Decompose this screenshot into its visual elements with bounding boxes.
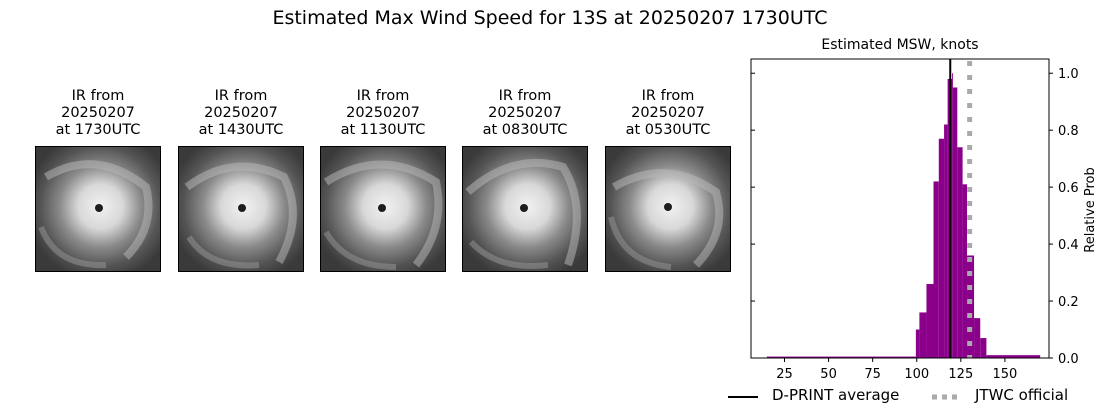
y-tick-label: 0.4 bbox=[1058, 238, 1079, 253]
histogram-bars bbox=[766, 73, 1041, 358]
x-tick-label: 25 bbox=[776, 367, 793, 382]
histogram-bar bbox=[938, 138, 945, 358]
ir-satellite-image bbox=[35, 146, 161, 272]
ir-satellite-image bbox=[605, 146, 731, 272]
histogram-title: Estimated MSW, knots bbox=[821, 37, 979, 53]
x-tick-label: 125 bbox=[948, 367, 973, 382]
histogram-bar bbox=[926, 283, 934, 358]
histogram-bar bbox=[915, 329, 920, 358]
x-tick-label: 100 bbox=[904, 367, 929, 382]
y-tick-label: 0.2 bbox=[1058, 295, 1079, 310]
ir-panel-5: IR from 20250207 at 0530UTC bbox=[605, 88, 731, 272]
ir-panel-1: IR from 20250207 at 1730UTC bbox=[35, 88, 161, 272]
ir-panel-title: IR from 20250207 at 1430UTC bbox=[198, 88, 284, 138]
cyclone-image-icon bbox=[606, 147, 730, 271]
ir-panel-3: IR from 20250207 at 1130UTC bbox=[320, 88, 446, 272]
histogram-bar bbox=[944, 124, 948, 358]
histogram-bar bbox=[974, 318, 981, 358]
ir-satellite-image bbox=[178, 146, 304, 272]
x-tick-label: 150 bbox=[993, 367, 1018, 382]
x-tick-label: 50 bbox=[820, 367, 837, 382]
histogram-bar bbox=[957, 147, 963, 358]
cyclone-image-icon bbox=[179, 147, 303, 271]
legend-jtwc-label: JTWC official bbox=[975, 386, 1069, 404]
y-tick-label: 0.6 bbox=[1058, 181, 1079, 196]
ir-panel-4: IR from 20250207 at 0830UTC bbox=[462, 88, 588, 272]
histogram-bar bbox=[967, 255, 975, 358]
ir-panel-2: IR from 20250207 at 1430UTC bbox=[178, 88, 304, 272]
histogram-bar bbox=[919, 312, 927, 358]
ir-panel-title: IR from 20250207 at 0530UTC bbox=[625, 88, 711, 138]
histogram-bar bbox=[952, 73, 953, 358]
figure-title: Estimated Max Wind Speed for 13S at 2025… bbox=[272, 7, 828, 29]
histogram-bar bbox=[986, 355, 1041, 358]
cyclone-image-icon bbox=[321, 147, 445, 271]
plot-frame bbox=[750, 58, 1050, 359]
cyclone-image-icon bbox=[36, 147, 160, 271]
x-axis-ticks: 25 50 75 100 125 150 bbox=[776, 358, 1017, 382]
ir-panel-title: IR from 20250207 at 0830UTC bbox=[482, 88, 568, 138]
cyclone-image-icon bbox=[463, 147, 587, 271]
x-tick-label: 75 bbox=[864, 367, 881, 382]
y-axis-ticks: 0.0 0.2 0.4 0.6 0.8 1.0 bbox=[751, 67, 1079, 367]
ir-satellite-image bbox=[462, 146, 588, 272]
y-tick-label: 0.8 bbox=[1058, 124, 1079, 139]
histogram-bar bbox=[766, 356, 916, 358]
ir-panel-title: IR from 20250207 at 1730UTC bbox=[55, 88, 141, 138]
y-tick-label: 0.0 bbox=[1058, 352, 1079, 367]
legend-dprint-label: D-PRINT average bbox=[772, 386, 900, 404]
y-axis-label: Relative Prob bbox=[1083, 167, 1098, 252]
y-tick-label: 1.0 bbox=[1058, 67, 1079, 82]
histogram-bar bbox=[933, 181, 939, 358]
histogram-bar bbox=[962, 184, 968, 358]
histogram-bar bbox=[980, 338, 987, 358]
ir-satellite-image bbox=[320, 146, 446, 272]
ir-panel-title: IR from 20250207 at 1130UTC bbox=[340, 88, 426, 138]
histogram-bar bbox=[952, 87, 958, 358]
